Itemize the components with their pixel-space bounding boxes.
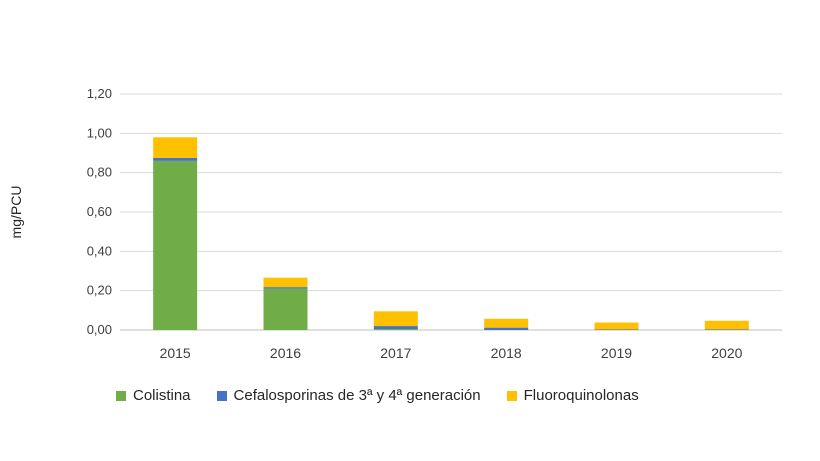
- bar-segment: [263, 277, 308, 288]
- legend-swatch-fluoroquinolonas: [506, 390, 517, 401]
- bar-segment: [373, 311, 418, 327]
- bar-segment: [153, 137, 198, 158]
- legend-item-cefalosporinas: Cefalosporinas de 3ª y 4ª generación: [216, 387, 481, 404]
- y-tick-label: 0,00: [87, 322, 112, 337]
- x-tick-label: 2017: [380, 345, 411, 361]
- bar-segment: [263, 287, 308, 289]
- legend-label-fluoroquinolonas: Fluoroquinolonas: [523, 387, 639, 404]
- x-tick-label: 2016: [270, 345, 301, 361]
- x-tick-label: 2018: [491, 345, 522, 361]
- legend-swatch-cefalosporinas: [216, 390, 227, 401]
- y-tick-label: 0,60: [87, 204, 112, 219]
- bar-segment: [373, 326, 418, 330]
- bar-segment: [594, 322, 639, 330]
- legend-swatch-colistina: [116, 390, 126, 401]
- legend-item-colistina: Colistina: [116, 387, 191, 404]
- bar-segment: [263, 288, 308, 330]
- y-axis-title: mg/PCU: [8, 186, 24, 239]
- y-tick-label: 0,40: [87, 243, 112, 258]
- y-tick-label: 0,20: [87, 283, 112, 298]
- bar-segment: [373, 329, 418, 330]
- x-tick-label: 2015: [160, 345, 191, 361]
- x-tick-label: 2020: [711, 345, 742, 361]
- y-tick-label: 1,00: [87, 125, 112, 140]
- bar-segment: [484, 327, 529, 330]
- y-tick-label: 0,80: [87, 165, 112, 180]
- bar-segment: [153, 157, 198, 161]
- bar-segment: [594, 329, 639, 330]
- bar-segment: [153, 160, 198, 330]
- bar-segment: [704, 329, 749, 330]
- chart-legend: Colistina Cefalosporinas de 3ª y 4ª gene…: [116, 387, 665, 404]
- y-tick-label: 1,20: [87, 86, 112, 101]
- bar-segment: [484, 318, 529, 328]
- bar-segment: [704, 320, 749, 330]
- legend-label-cefalosporinas: Cefalosporinas de 3ª y 4ª generación: [233, 387, 481, 404]
- x-tick-label: 2019: [601, 345, 632, 361]
- legend-label-colistina: Colistina: [133, 387, 191, 404]
- legend-item-fluoroquinolonas: Fluoroquinolonas: [506, 387, 639, 404]
